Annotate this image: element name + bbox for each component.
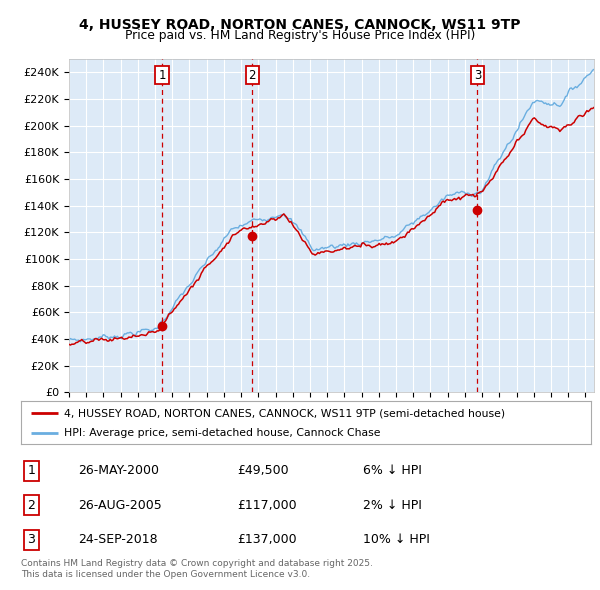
- Text: 1: 1: [28, 464, 35, 477]
- Text: 1: 1: [158, 68, 166, 81]
- Text: HPI: Average price, semi-detached house, Cannock Chase: HPI: Average price, semi-detached house,…: [64, 428, 380, 438]
- Text: 24-SEP-2018: 24-SEP-2018: [78, 533, 158, 546]
- Text: 2% ↓ HPI: 2% ↓ HPI: [363, 499, 422, 512]
- Text: 4, HUSSEY ROAD, NORTON CANES, CANNOCK, WS11 9TP (semi-detached house): 4, HUSSEY ROAD, NORTON CANES, CANNOCK, W…: [64, 408, 505, 418]
- Text: This data is licensed under the Open Government Licence v3.0.: This data is licensed under the Open Gov…: [21, 570, 310, 579]
- Text: 2: 2: [248, 68, 256, 81]
- Text: 6% ↓ HPI: 6% ↓ HPI: [363, 464, 422, 477]
- Text: £117,000: £117,000: [238, 499, 297, 512]
- Text: 10% ↓ HPI: 10% ↓ HPI: [363, 533, 430, 546]
- Text: 26-MAY-2000: 26-MAY-2000: [78, 464, 159, 477]
- Text: 3: 3: [474, 68, 481, 81]
- Text: 4, HUSSEY ROAD, NORTON CANES, CANNOCK, WS11 9TP: 4, HUSSEY ROAD, NORTON CANES, CANNOCK, W…: [79, 18, 521, 32]
- Text: Contains HM Land Registry data © Crown copyright and database right 2025.: Contains HM Land Registry data © Crown c…: [21, 559, 373, 568]
- Text: £137,000: £137,000: [238, 533, 297, 546]
- Text: 2: 2: [28, 499, 35, 512]
- Text: £49,500: £49,500: [238, 464, 289, 477]
- Text: 26-AUG-2005: 26-AUG-2005: [78, 499, 162, 512]
- Text: Price paid vs. HM Land Registry's House Price Index (HPI): Price paid vs. HM Land Registry's House …: [125, 30, 475, 42]
- Text: 3: 3: [28, 533, 35, 546]
